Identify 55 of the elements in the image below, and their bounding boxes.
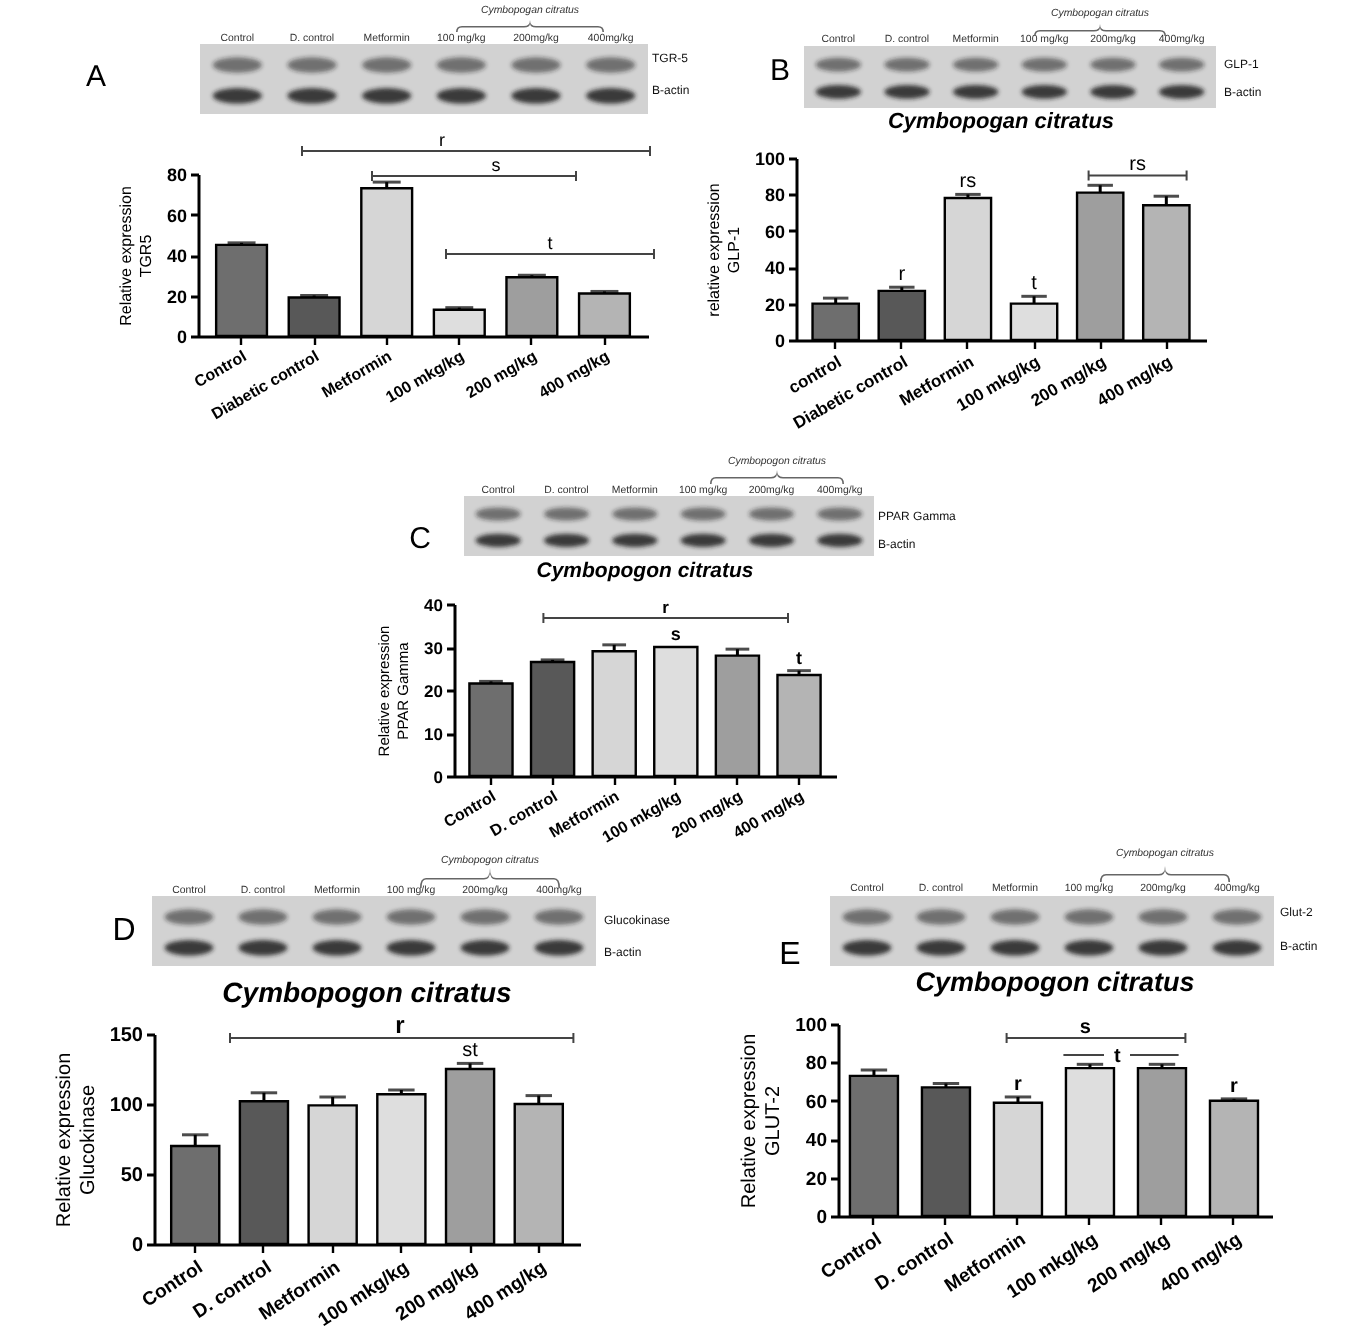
chart-title: Cymbopogon citratus — [915, 967, 1196, 997]
annotation: st — [462, 1040, 479, 1063]
annotation: t — [1114, 1046, 1123, 1068]
y-tick-label: 100 — [795, 1015, 827, 1037]
y-tick-label: 150 — [109, 1025, 144, 1047]
y-tick-label: 60 — [166, 205, 187, 226]
chart-title: Cymbopogon citratus — [536, 559, 754, 583]
annotation: r — [662, 597, 671, 617]
y-tick-label: 10 — [424, 724, 444, 744]
y-tick-label: 0 — [176, 327, 187, 347]
y-tick-label: 100 — [109, 1095, 144, 1117]
y-tick-label: 0 — [433, 767, 444, 787]
y-tick-label: 80 — [805, 1053, 827, 1076]
y-tick-label: 60 — [764, 221, 785, 242]
y-tick-label: 60 — [805, 1091, 827, 1114]
y-tick-label: 50 — [120, 1165, 144, 1187]
chart-title: Cymbopogon citratus — [222, 976, 513, 1008]
y-tick-label: 0 — [131, 1235, 144, 1257]
annotation: t — [1031, 273, 1038, 296]
y-tick-label: 0 — [816, 1207, 827, 1229]
annotation: r — [1230, 1075, 1239, 1098]
annotation: t — [796, 647, 803, 668]
annotation: rs — [1129, 154, 1146, 177]
y-tick-label: 80 — [166, 165, 187, 185]
y-axis-title: Relative expression GLUT-2 — [739, 1033, 786, 1209]
y-axis-title: Relative expression TGR5 — [116, 186, 155, 326]
text: D — [112, 914, 136, 948]
annotation: rs — [959, 171, 977, 194]
annotation: s — [670, 624, 681, 644]
annotation: r — [1014, 1073, 1023, 1096]
annotation: s — [1079, 1017, 1092, 1039]
text: r — [439, 130, 445, 150]
text: C — [409, 522, 432, 556]
y-tick-label: 40 — [805, 1130, 827, 1153]
text: A — [85, 60, 107, 94]
annotation: r — [395, 1011, 406, 1039]
annotation: t — [547, 233, 554, 253]
y-tick-label: 20 — [764, 294, 785, 315]
text: B — [769, 54, 791, 88]
y-tick-label: 100 — [754, 149, 785, 169]
y-tick-label: 40 — [424, 595, 444, 615]
y-tick-label: 40 — [764, 258, 785, 279]
y-tick-label: 20 — [166, 286, 187, 307]
text: E — [779, 938, 801, 972]
chart-title: Cymbopogan citratus — [887, 110, 1115, 134]
y-tick-label: 80 — [764, 185, 785, 206]
y-tick-label: 20 — [424, 681, 444, 701]
y-tick-label: 30 — [424, 638, 444, 658]
y-tick-label: 40 — [166, 246, 187, 266]
y-tick-label: 0 — [774, 331, 785, 351]
annotation: r — [898, 264, 907, 287]
y-axis-title: relative expression GLP-1 — [704, 183, 743, 317]
y-tick-label: 20 — [805, 1168, 827, 1191]
annotation: s — [491, 155, 502, 175]
y-axis-title: Relative expression Glucokinase — [53, 1052, 100, 1228]
